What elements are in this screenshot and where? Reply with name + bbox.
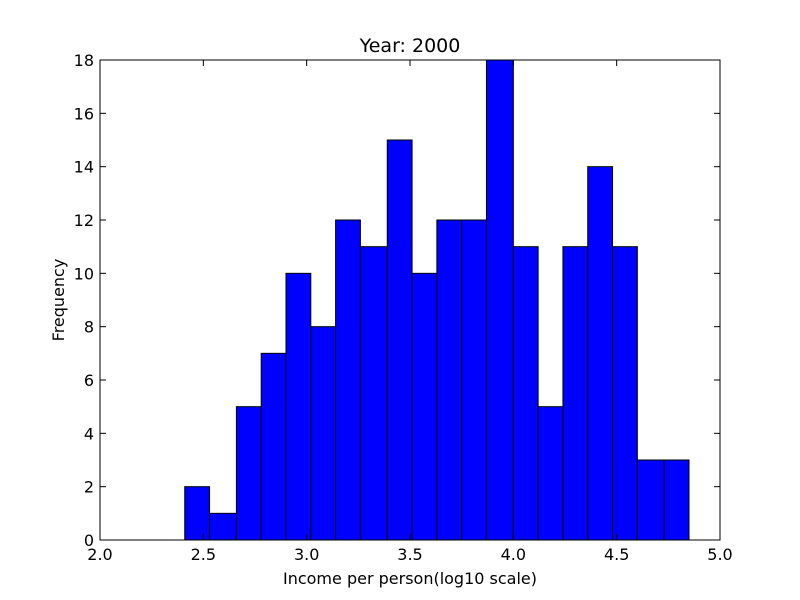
x-tick-label: 3.5 [397,545,422,564]
x-tick-label: 4.0 [501,545,526,564]
x-axis-label: Income per person(log10 scale) [283,569,537,588]
y-tick-label: 6 [84,371,94,390]
bars-group [184,59,690,541]
histogram-bar-10 [436,219,463,541]
histogram-bar-1 [209,512,237,541]
histogram-bar-17 [612,246,638,541]
y-axis-ticks: 0 2 4 6 8 10 12 14 16 18 [74,51,720,550]
x-tick-label: 2.0 [87,545,112,564]
histogram-bar-0 [184,486,211,541]
x-tick-label: 4.5 [604,545,629,564]
histogram-bar-18 [636,459,665,541]
x-axis-ticks: 2.0 2.5 3.0 3.5 4.0 4.5 5.0 [87,60,733,564]
y-axis-label: Frequency [49,259,68,342]
histogram-bar-5 [310,326,337,541]
histogram-bar-2 [235,406,262,541]
chart-title: Year: 2000 [359,35,461,57]
y-tick-label: 2 [84,478,94,497]
histogram-bar-4 [285,272,312,541]
histogram-bar-19 [663,459,690,541]
y-tick-label: 4 [84,424,94,443]
histogram-bar-7 [359,246,388,541]
histogram-bar-15 [562,246,589,541]
histogram-bar-16 [587,166,614,541]
x-tick-label: 2.5 [191,545,216,564]
histogram-bar-13 [512,246,539,541]
histogram-bar-8 [386,139,413,541]
histogram-bar-11 [461,219,487,541]
histogram-bar-9 [411,272,438,541]
y-tick-label: 0 [84,531,94,550]
x-tick-label: 5.0 [707,545,732,564]
y-tick-label: 8 [84,318,94,337]
y-tick-label: 18 [74,51,94,70]
y-tick-label: 10 [74,264,94,283]
histogram-bar-6 [335,219,361,541]
x-tick-label: 3.0 [294,545,319,564]
y-tick-label: 16 [74,104,94,123]
y-tick-label: 12 [74,211,94,230]
histogram-bar-3 [260,352,287,541]
histogram-bar-14 [537,406,564,541]
y-tick-label: 14 [74,158,94,177]
histogram-bar-12 [485,59,514,541]
